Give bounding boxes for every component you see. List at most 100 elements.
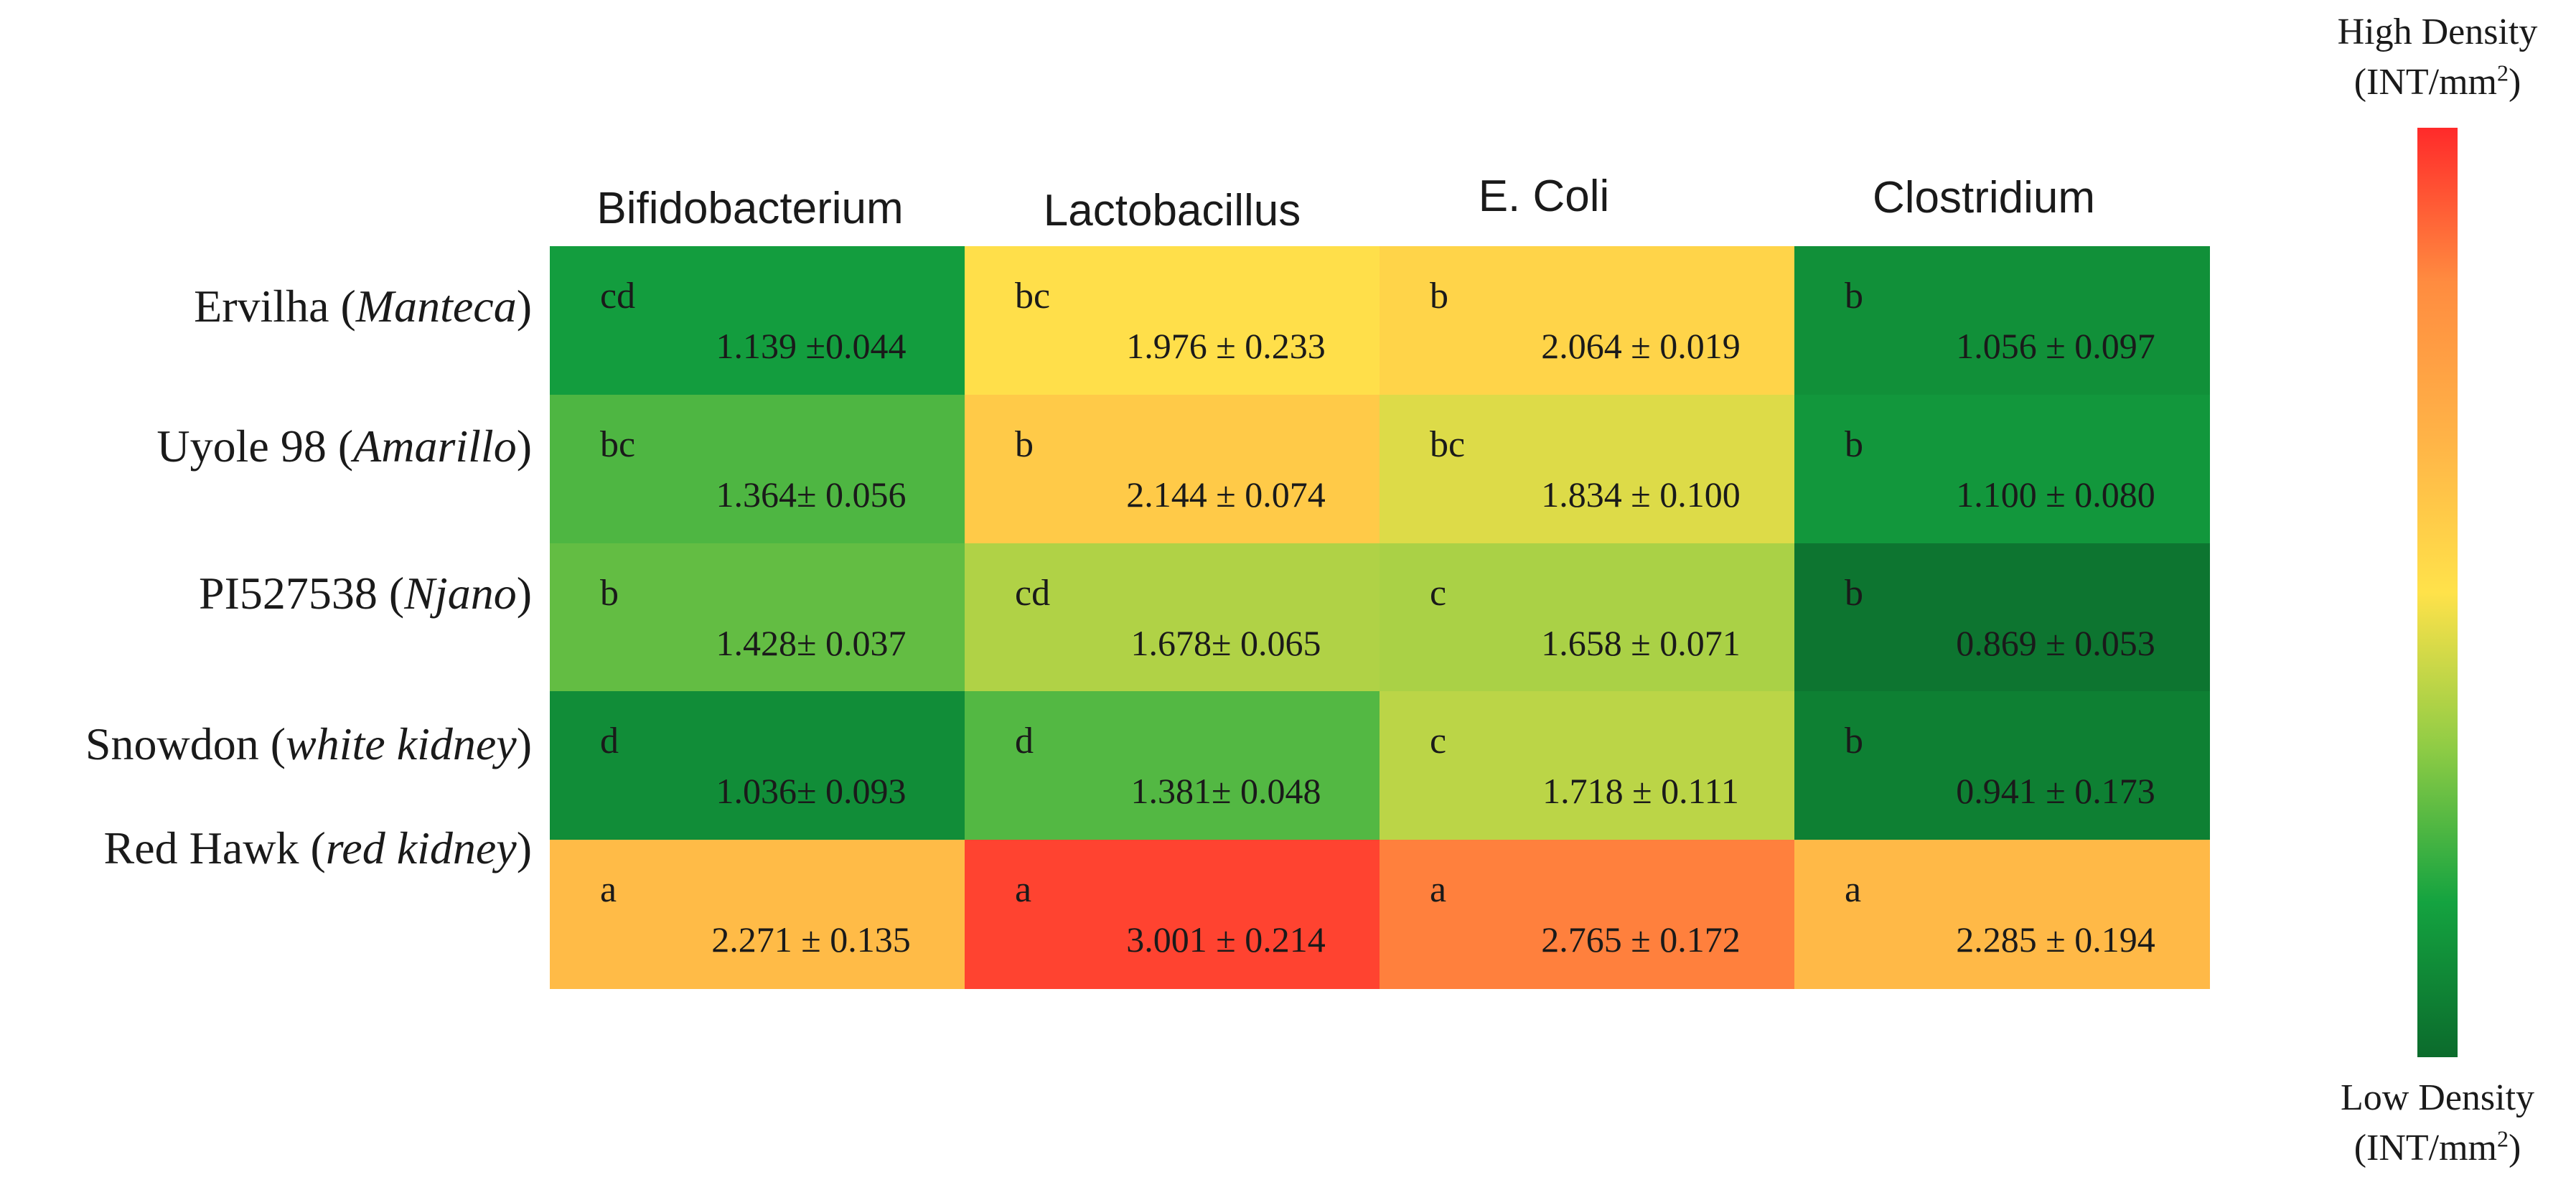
row-label-1: Uyole 98 (Amarillo) <box>156 421 532 472</box>
heatmap-cell-text: cd 1.139 ±0.044 <box>550 246 965 395</box>
heatmap-cell <box>965 246 1380 395</box>
cell-value: 0.869 ± 0.053 <box>1956 623 2155 663</box>
heatmap-cell <box>1794 246 2210 395</box>
heatmap-cell <box>1794 840 2210 989</box>
row-label-variety: white kidney <box>286 718 517 769</box>
significance-letter: b <box>1845 573 1863 614</box>
significance-letter: a <box>1015 869 1032 910</box>
significance-letter: b <box>1015 424 1034 465</box>
cell-value: 1.428± 0.037 <box>716 623 907 663</box>
cell-value: 1.139 ±0.044 <box>716 326 907 366</box>
heatmap-cell-text: d 1.381± 0.048 <box>965 691 1380 840</box>
heatmap-cell-text: bc 1.364± 0.056 <box>550 395 965 543</box>
significance-letter: b <box>600 573 619 614</box>
row-label-name: Ervilha ( <box>194 281 356 332</box>
heatmap-cell <box>965 840 1380 989</box>
heatmap-cell <box>1380 543 1795 692</box>
heatmap-cell <box>1380 691 1795 840</box>
legend-gradient-rect <box>2417 128 2458 1057</box>
column-header-clostridium: Clostridium <box>1872 173 2096 222</box>
heatmap-cell-text: a 2.765 ± 0.172 <box>1380 840 1794 988</box>
cell-value: 1.381± 0.048 <box>1130 771 1321 811</box>
heatmap-cell-text: c 1.718 ± 0.111 <box>1380 691 1794 840</box>
legend-high-label: High Density (INT/mm2) <box>2337 11 2538 103</box>
heatmap-cell-text: b 2.144 ± 0.074 <box>965 395 1380 543</box>
heatmap-cell <box>965 543 1380 692</box>
cell-value: 1.678± 0.065 <box>1130 623 1321 663</box>
heatmap-cell <box>1380 246 1795 395</box>
heatmap-cell-text: b 1.428± 0.037 <box>550 543 965 691</box>
significance-letter: a <box>600 869 617 910</box>
significance-letter: b <box>1845 721 1863 761</box>
heatmap-cell-text: d 1.036± 0.093 <box>550 691 965 840</box>
heatmap-cell <box>965 395 1380 544</box>
legend-color-bar <box>2417 128 2458 1057</box>
heatmap-cell-text: a 3.001 ± 0.214 <box>965 840 1380 988</box>
significance-letter: cd <box>1015 573 1051 614</box>
cell-value: 1.036± 0.093 <box>716 771 907 811</box>
row-label-variety: Amarillo <box>353 421 517 472</box>
cell-value: 1.976 ± 0.233 <box>1126 326 1326 366</box>
heatmap-cell <box>1794 691 2210 840</box>
heatmap-cell <box>550 840 965 989</box>
significance-letter: bc <box>1430 424 1466 465</box>
cell-value: 2.064 ± 0.019 <box>1541 326 1741 366</box>
significance-letter: c <box>1430 573 1447 614</box>
cell-value: 1.364± 0.056 <box>716 474 907 515</box>
significance-letter: c <box>1430 721 1447 761</box>
significance-letter: bc <box>1015 276 1051 317</box>
cell-value: 1.834 ± 0.100 <box>1541 474 1741 515</box>
heatmap-cell <box>1794 543 2210 692</box>
cell-value: 3.001 ± 0.214 <box>1126 919 1326 960</box>
heatmap-cell-text: b 0.869 ± 0.053 <box>1794 543 2209 691</box>
cell-value: 1.056 ± 0.097 <box>1956 326 2155 366</box>
heatmap-cell <box>550 246 965 395</box>
column-header-bifidobacterium: Bifidobacterium <box>596 184 904 233</box>
row-label-3: Snowdon (white kidney) <box>85 718 532 769</box>
row-label-name: Red Hawk ( <box>103 823 326 873</box>
row-label-variety: red kidney <box>325 823 517 873</box>
significance-letter: b <box>1845 276 1863 317</box>
significance-letter: a <box>1430 869 1447 910</box>
heatmap-cell <box>965 691 1380 840</box>
row-label-0: Ervilha (Manteca) <box>194 281 532 332</box>
heatmap-cell-text: bc 1.976 ± 0.233 <box>965 246 1380 395</box>
heatmap-cell-text: b 1.100 ± 0.080 <box>1794 395 2209 543</box>
significance-letter: b <box>1430 276 1448 317</box>
heatmap-cell <box>550 395 965 544</box>
heatmap-cell <box>550 543 965 692</box>
cell-value: 2.271 ± 0.135 <box>711 919 911 960</box>
row-label-4: Red Hawk (red kidney) <box>103 823 533 873</box>
heatmap-cell <box>550 691 965 840</box>
column-header-lactobacillus: Lactobacillus <box>1043 186 1301 235</box>
cell-value: 2.765 ± 0.172 <box>1541 919 1741 960</box>
heatmap-cell <box>1380 840 1795 989</box>
row-label-name: Snowdon ( <box>85 718 286 769</box>
heatmap-cell-text: b 2.064 ± 0.019 <box>1380 246 1794 395</box>
cell-value: 1.658 ± 0.071 <box>1541 623 1741 663</box>
significance-letter: bc <box>600 424 636 465</box>
significance-letter: a <box>1845 869 1862 910</box>
row-label-name: Uyole 98 ( <box>156 421 354 472</box>
row-label-name: PI527538 ( <box>199 568 405 619</box>
significance-letter: cd <box>600 276 636 317</box>
column-header-e-coli: E. Coli <box>1478 172 1610 221</box>
heatmap-cell-text: c 1.658 ± 0.071 <box>1380 543 1794 691</box>
cell-value: 0.941 ± 0.173 <box>1956 771 2155 811</box>
heatmap-cell-text: a 2.285 ± 0.194 <box>1794 840 2209 988</box>
heatmap-cell-text: b 1.056 ± 0.097 <box>1794 246 2209 395</box>
heatmap-cell-text: bc 1.834 ± 0.100 <box>1380 395 1794 543</box>
row-label-2: PI527538 (Njano) <box>199 568 532 619</box>
heatmap-cell-text: a 2.271 ± 0.135 <box>550 840 965 988</box>
cell-value: 2.144 ± 0.074 <box>1126 474 1326 515</box>
heatmap-cell <box>1380 395 1795 544</box>
heatmap-cell <box>1794 395 2210 544</box>
heatmap-cell-text: cd 1.678± 0.065 <box>965 543 1380 691</box>
cell-value: 1.718 ± 0.111 <box>1542 771 1739 811</box>
heatmap-cell-text: b 0.941 ± 0.173 <box>1794 691 2209 840</box>
row-label-variety: Manteca <box>355 281 517 332</box>
cell-value: 2.285 ± 0.194 <box>1956 919 2155 960</box>
legend-low-label: Low Density (INT/mm2) <box>2340 1077 2535 1168</box>
